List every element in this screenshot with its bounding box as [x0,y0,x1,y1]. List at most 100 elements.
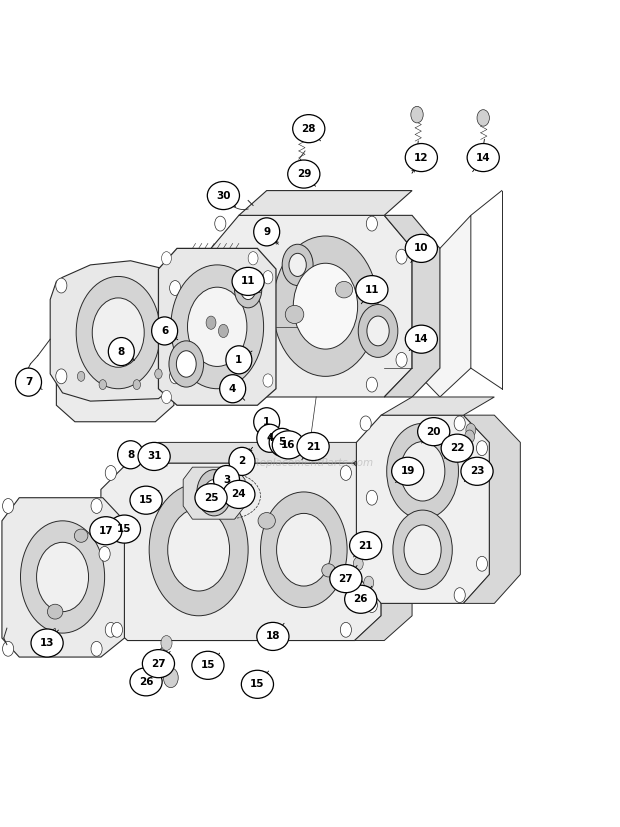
Text: 11: 11 [365,284,379,294]
Circle shape [248,251,258,265]
Circle shape [164,667,178,687]
Ellipse shape [467,144,499,171]
Text: 29: 29 [296,169,311,179]
Circle shape [187,287,247,366]
Text: 26: 26 [139,676,153,687]
Polygon shape [128,442,384,463]
Circle shape [112,623,123,638]
Circle shape [206,316,216,329]
Polygon shape [239,190,412,215]
Polygon shape [18,368,25,393]
Circle shape [215,377,226,392]
Ellipse shape [330,565,362,593]
Text: 31: 31 [147,452,161,461]
Text: 15: 15 [117,524,131,534]
Circle shape [204,480,224,506]
Circle shape [20,521,105,633]
Circle shape [234,271,262,308]
Circle shape [153,658,168,677]
Text: 3: 3 [223,475,230,485]
Ellipse shape [293,115,325,143]
Circle shape [464,430,474,443]
Text: 22: 22 [450,443,464,453]
Text: 21: 21 [358,541,373,551]
Text: 27: 27 [339,574,353,584]
Polygon shape [211,215,412,397]
Circle shape [260,492,347,608]
Circle shape [282,244,313,285]
Circle shape [149,484,248,616]
Circle shape [215,216,226,231]
Text: 15: 15 [139,495,153,505]
Text: 21: 21 [306,442,321,452]
Ellipse shape [335,281,353,298]
Circle shape [454,416,465,431]
Ellipse shape [192,652,224,679]
Circle shape [197,470,231,516]
Circle shape [454,588,465,603]
Text: 14: 14 [414,334,428,344]
Ellipse shape [269,428,295,457]
Text: 4: 4 [229,384,236,394]
Ellipse shape [258,513,275,529]
Circle shape [263,374,273,387]
Circle shape [360,416,371,431]
Circle shape [99,380,107,390]
Text: 7: 7 [25,377,32,387]
Text: 16: 16 [281,440,296,450]
Circle shape [162,390,172,404]
Circle shape [169,341,203,387]
Circle shape [303,118,315,135]
Ellipse shape [272,431,304,459]
Circle shape [293,263,358,349]
Text: 20: 20 [427,427,441,437]
Circle shape [340,466,352,480]
Circle shape [366,377,378,392]
Ellipse shape [130,486,162,514]
Polygon shape [412,215,471,397]
Ellipse shape [90,517,122,545]
Text: 5: 5 [278,437,286,447]
Circle shape [241,280,255,299]
Circle shape [211,299,223,313]
Text: 2: 2 [238,457,246,466]
Circle shape [133,380,141,390]
Polygon shape [101,463,381,641]
Ellipse shape [288,160,320,188]
Text: 27: 27 [151,658,166,669]
Circle shape [56,278,67,293]
Circle shape [366,598,378,613]
Text: 18: 18 [265,632,280,642]
Ellipse shape [229,447,255,476]
Circle shape [91,499,102,514]
Circle shape [170,280,180,295]
Circle shape [162,251,172,265]
Ellipse shape [405,234,438,262]
Polygon shape [50,261,186,401]
Circle shape [477,110,489,127]
Ellipse shape [213,466,239,494]
Text: 19: 19 [401,466,415,476]
Circle shape [387,423,458,519]
Polygon shape [353,463,412,641]
Ellipse shape [392,457,424,485]
Circle shape [476,557,487,571]
Ellipse shape [254,218,280,246]
Ellipse shape [226,346,252,374]
Circle shape [476,441,487,456]
Circle shape [105,466,117,480]
Ellipse shape [138,442,170,471]
Ellipse shape [118,441,144,469]
Circle shape [2,499,14,514]
Polygon shape [381,397,494,415]
Ellipse shape [219,375,246,403]
Ellipse shape [108,515,141,543]
Ellipse shape [254,408,280,436]
Polygon shape [56,281,174,422]
Text: 1: 1 [263,417,270,427]
Polygon shape [384,215,440,397]
Polygon shape [463,415,520,604]
Text: 4: 4 [266,433,273,443]
Ellipse shape [143,650,174,677]
Circle shape [367,316,389,346]
